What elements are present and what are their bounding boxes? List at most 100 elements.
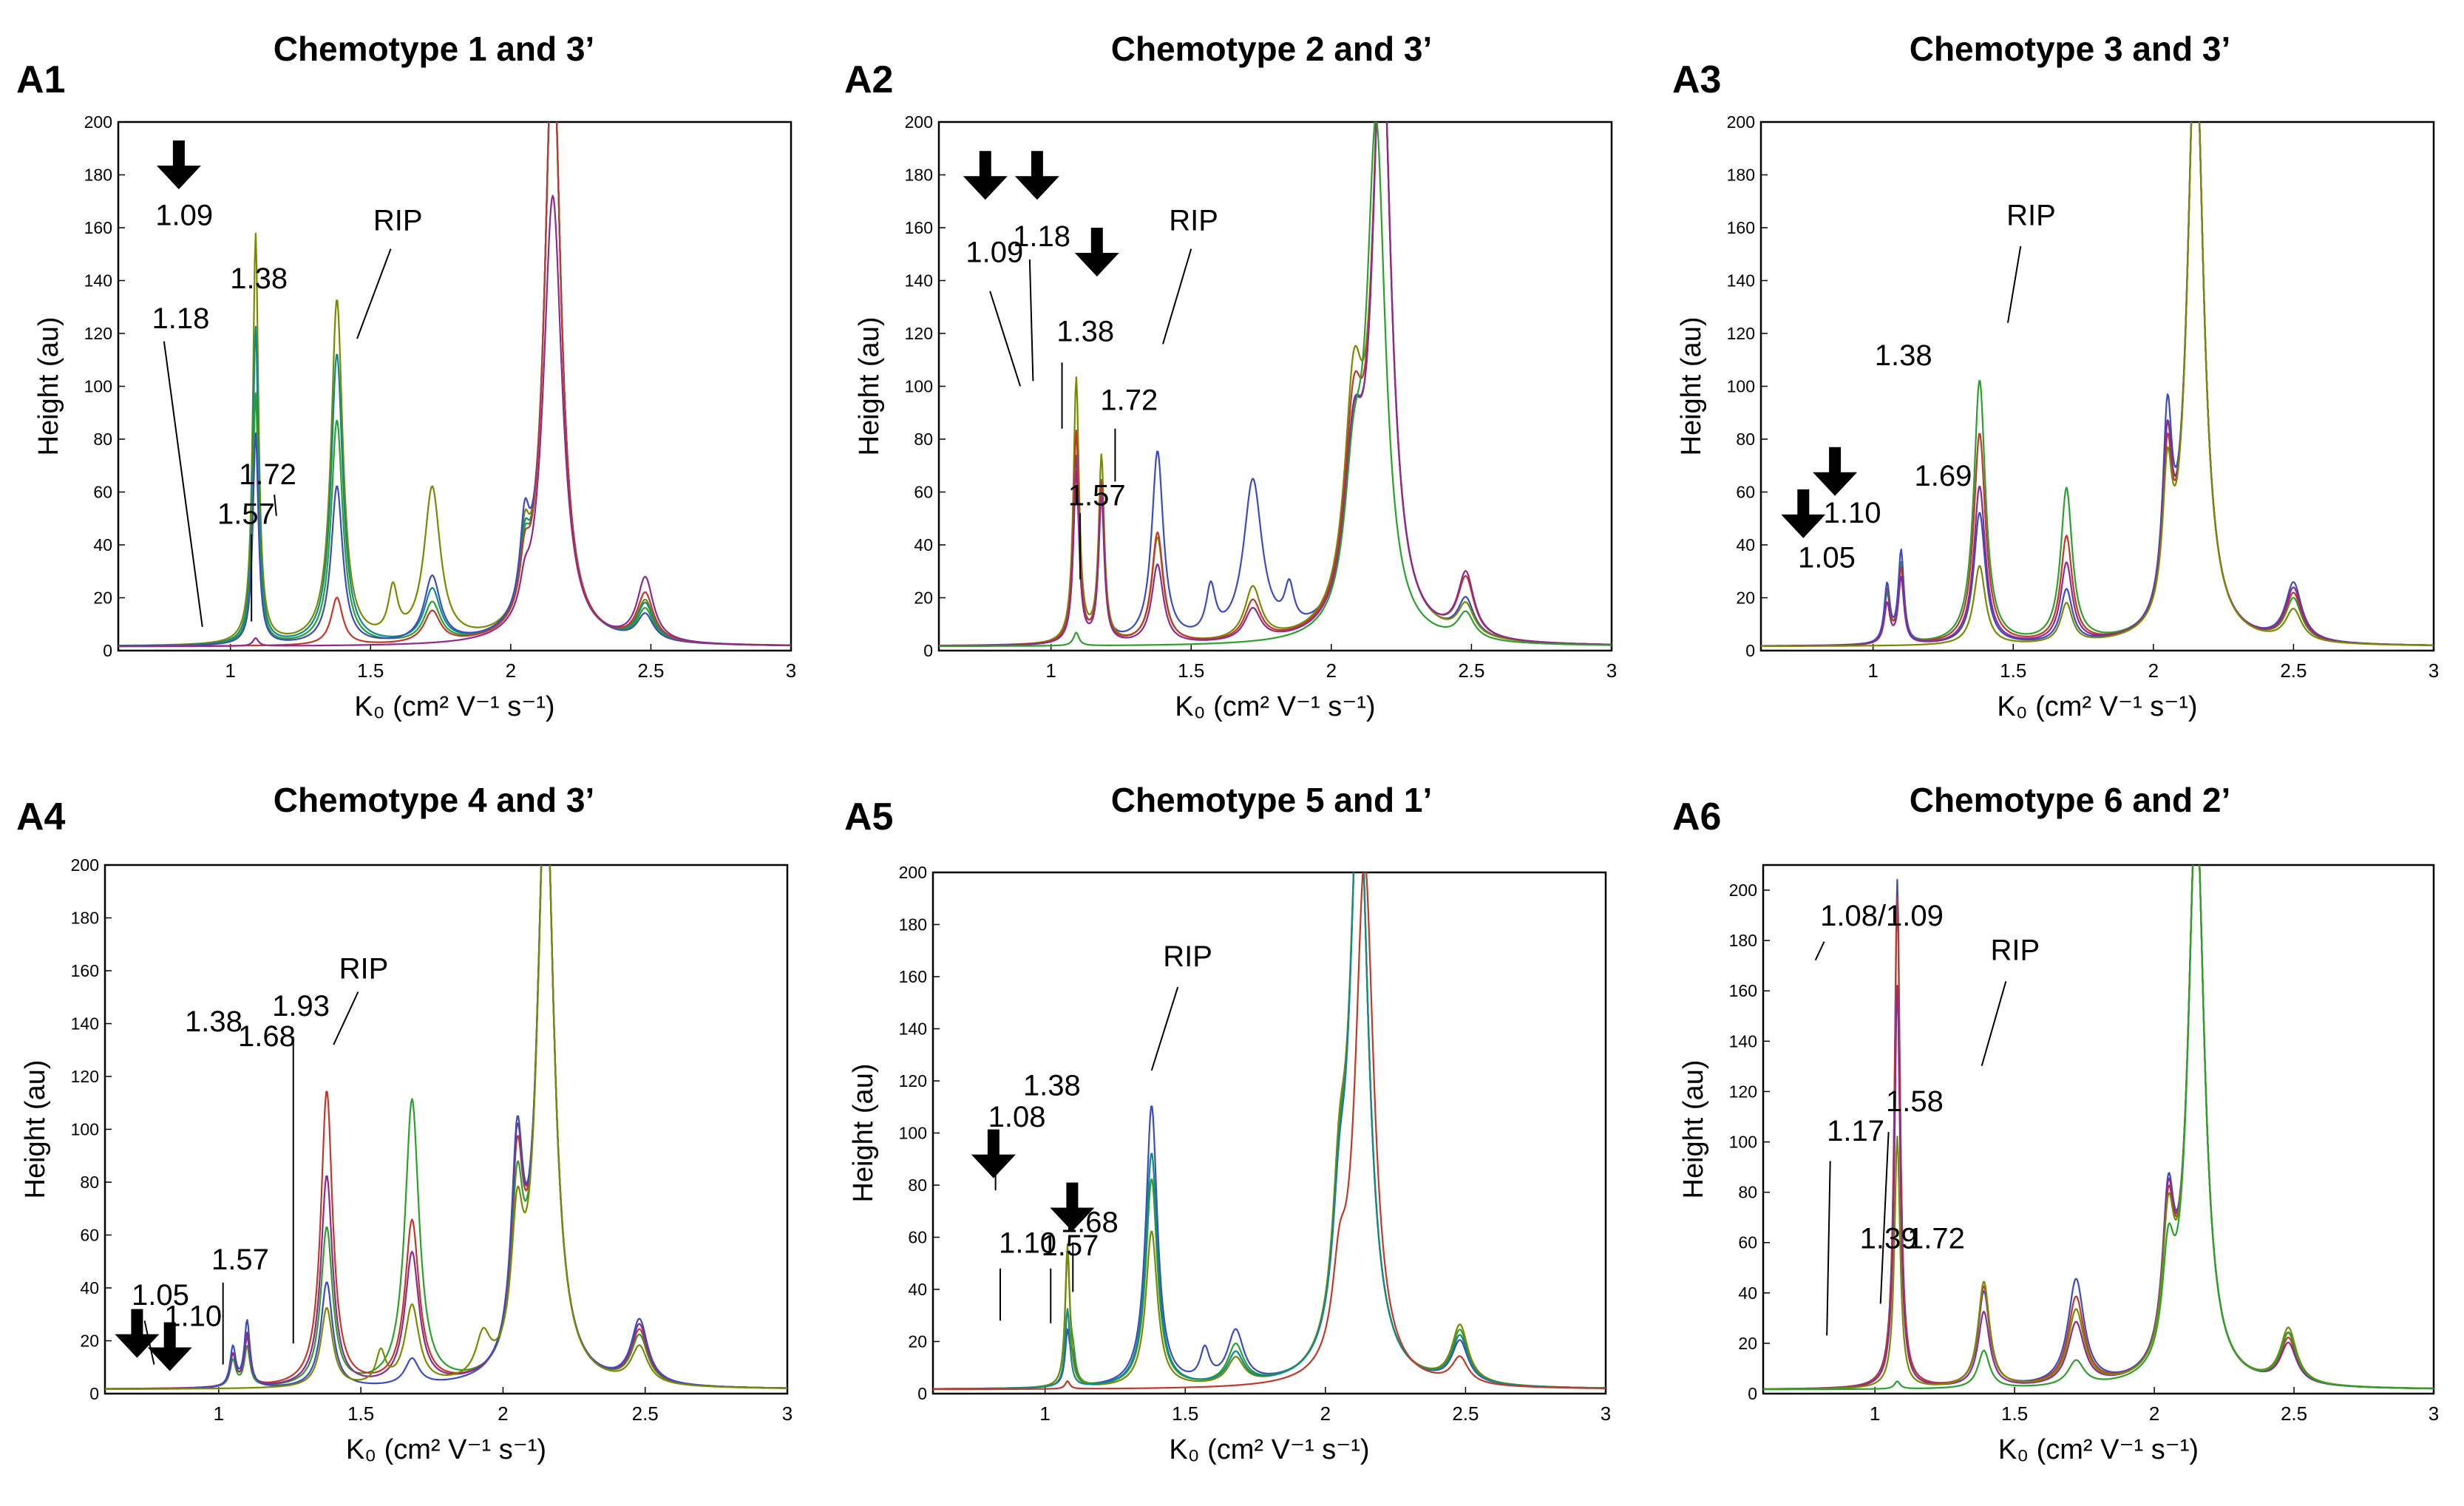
annotation-leader — [2006, 245, 2022, 323]
peak-annotation: 1.57 — [211, 1244, 269, 1276]
peak-annotation: 1.09 — [965, 236, 1023, 268]
series-line-5 — [1761, 122, 2434, 648]
x-tick-label: 1.5 — [1172, 1402, 1198, 1425]
series-line-5 — [939, 122, 1612, 648]
y-tick-label: 120 — [1727, 324, 1755, 343]
x-tick-label: 2 — [498, 1402, 508, 1425]
down-arrow-icon — [963, 151, 1008, 200]
peak-annotation: 1.38 — [230, 262, 288, 295]
peak-annotation: 1.05 — [132, 1279, 189, 1312]
y-tick-label: 140 — [899, 1020, 927, 1039]
x-tick-label: 3 — [1606, 659, 1617, 682]
y-tick-label: 160 — [905, 218, 933, 237]
x-tick-label: 2 — [1320, 1402, 1331, 1425]
x-tick-label: 1.5 — [2001, 1402, 2028, 1425]
y-tick-label: 60 — [908, 1228, 927, 1247]
y-axis-label: Height (au) — [1678, 1060, 1709, 1199]
y-tick-label: 180 — [1727, 166, 1755, 185]
panel-a2: A2 Chemotype 2 and 3’ 0 20 40 60 80 100 120 140… — [844, 30, 1617, 722]
peak-annotation: 1.57 — [217, 498, 275, 530]
x-tick-label: 2.5 — [1452, 1402, 1479, 1425]
plot-frame — [937, 121, 1613, 652]
peak-annotation: 1.08 — [988, 1101, 1046, 1133]
annotation-leader — [1879, 1132, 1890, 1304]
peak-annotation: 1.17 — [1827, 1115, 1884, 1147]
y-tick-label: 160 — [899, 967, 927, 986]
y-axis-label: Height (au) — [854, 317, 885, 456]
y-tick-label: 60 — [1738, 1233, 1757, 1252]
x-tick-label: 3 — [782, 1402, 793, 1425]
down-arrow-icon — [156, 140, 201, 189]
down-arrow-icon — [1813, 447, 1858, 496]
peak-annotation: 1.08/1.09 — [1820, 900, 1944, 932]
y-tick-label: 40 — [1736, 535, 1755, 554]
x-tick-label: 1.5 — [1178, 659, 1204, 682]
x-tick-label: 2 — [2149, 1402, 2159, 1425]
x-tick-label: 1 — [214, 1402, 224, 1425]
y-tick-label: 80 — [1738, 1183, 1757, 1202]
y-tick-label: 180 — [899, 915, 927, 935]
annotation-leader — [1162, 248, 1192, 345]
peak-annotation: 1.58 — [1886, 1085, 1944, 1118]
y-tick-label: 180 — [905, 166, 933, 185]
y-tick-label: 60 — [914, 483, 933, 502]
down-arrow-icon — [147, 1322, 192, 1371]
x-tick-label: 3 — [2429, 659, 2439, 682]
panel-a4: A4 Chemotype 4 and 3’ 0 20 40 60 80 100 120 140… — [16, 781, 793, 1465]
x-tick-label: 2.5 — [1458, 659, 1484, 682]
y-tick-label: 120 — [905, 324, 933, 343]
x-tick-label: 2.5 — [2281, 1402, 2307, 1425]
peak-annotation: 1.93 — [272, 990, 330, 1022]
y-axis-label: Height (au) — [20, 1060, 51, 1199]
peak-annotation: RIP — [1990, 935, 2040, 967]
y-tick-label: 140 — [1727, 271, 1755, 291]
annotation-leader — [356, 248, 392, 339]
y-tick-label: 20 — [1738, 1334, 1757, 1353]
chart-title: Chemotype 1 and 3’ — [274, 30, 595, 68]
y-tick-label: 100 — [84, 377, 112, 396]
series-line-5 — [1763, 865, 2434, 1391]
y-tick-label: 60 — [1736, 483, 1755, 502]
x-tick-label: 1.5 — [357, 659, 384, 682]
x-tick-label: 2 — [1326, 659, 1337, 682]
panel-a1: A1 Chemotype 1 and 3’ 0 20 40 60 80 100 120 140… — [16, 30, 796, 722]
y-axis-label: Height (au) — [33, 317, 64, 456]
x-tick-label: 3 — [1601, 1402, 1611, 1425]
series-line-4 — [939, 122, 1612, 647]
panel-label: A3 — [1672, 58, 1721, 101]
peak-annotation: 1.72 — [1100, 384, 1158, 417]
x-tick-label: 1 — [225, 659, 235, 682]
y-tick-label: 80 — [80, 1173, 99, 1192]
y-tick-label: 200 — [1727, 112, 1755, 132]
x-axis-label: K₀ (cm² V⁻¹ s⁻¹) — [1169, 1434, 1369, 1465]
peak-annotation: 1.38 — [1875, 339, 1932, 372]
y-tick-label: 0 — [1748, 1384, 1757, 1403]
peak-annotation: 1.69 — [1914, 460, 1972, 492]
panel-label: A6 — [1672, 796, 1721, 838]
y-tick-label: 80 — [914, 430, 933, 449]
y-tick-label: 0 — [89, 1384, 99, 1403]
y-tick-label: 120 — [1729, 1082, 1757, 1101]
plot-frame — [103, 864, 789, 1395]
peak-annotation: 1.10 — [1824, 497, 1881, 529]
peak-annotation: RIP — [373, 205, 423, 237]
down-arrow-icon — [1781, 489, 1826, 538]
peak-annotation: 1.18 — [1013, 220, 1070, 253]
panel-label: A1 — [16, 58, 65, 101]
y-tick-label: 100 — [1727, 377, 1755, 396]
y-tick-label: 160 — [1727, 218, 1755, 237]
y-tick-label: 140 — [71, 1014, 99, 1034]
y-tick-label: 180 — [1729, 931, 1757, 950]
annotation-leader — [1150, 986, 1179, 1071]
x-tick-label: 1.5 — [2000, 659, 2026, 682]
peak-annotation: RIP — [2006, 199, 2056, 231]
y-tick-label: 0 — [1745, 641, 1755, 660]
y-tick-label: 200 — [899, 863, 927, 882]
y-tick-label: 120 — [71, 1067, 99, 1086]
x-tick-label: 1 — [1039, 1402, 1050, 1425]
y-tick-label: 60 — [93, 483, 112, 502]
peak-annotation: 1.38 — [1056, 316, 1114, 348]
panel-label: A5 — [844, 796, 893, 838]
peak-annotation: 1.18 — [152, 302, 210, 335]
